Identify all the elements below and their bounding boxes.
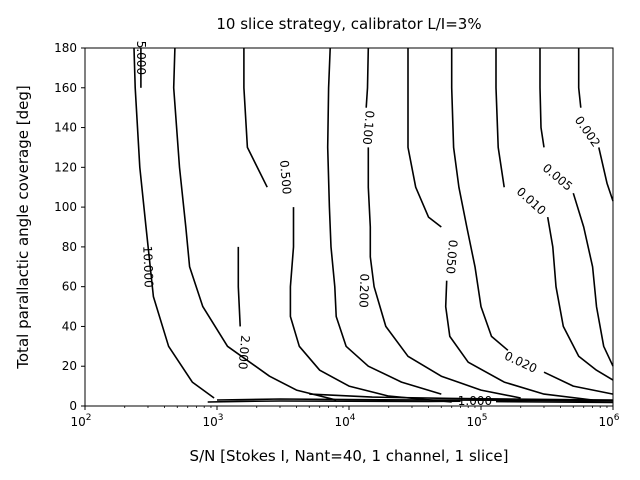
- contour-line: [546, 216, 614, 381]
- contour-line: [598, 147, 614, 202]
- y-tick-label: 80: [62, 240, 77, 254]
- contour-line: [216, 398, 614, 402]
- contour-label: 0.200: [356, 273, 371, 308]
- contour-label: 5.000: [134, 41, 148, 75]
- y-axis-label: Total parallactic angle coverage [deg]: [14, 85, 32, 369]
- contour-line: [207, 400, 461, 403]
- y-tick-label: 180: [54, 41, 77, 55]
- contour-label: 2.000: [235, 335, 252, 370]
- contour-line: [172, 47, 337, 401]
- contour-line: [572, 192, 614, 367]
- contour-line: [495, 48, 505, 188]
- contour-label: 1.000: [458, 394, 492, 408]
- y-tick-label: 140: [54, 121, 77, 135]
- contour-line: [450, 48, 509, 351]
- contour-line: [539, 48, 545, 148]
- y-tick-label: 160: [54, 81, 77, 95]
- y-tick-label: 100: [54, 200, 77, 214]
- y-tick-label: 60: [62, 280, 77, 294]
- contour-line: [309, 393, 614, 401]
- contour-label: 0.050: [443, 239, 460, 274]
- contour-line: [543, 371, 614, 395]
- contour-line: [495, 400, 614, 404]
- y-tick-label: 40: [62, 319, 77, 333]
- y-axis-ticks: 0 20 40 60 80 100 120 140 160 180: [54, 41, 85, 413]
- x-axis-label: S/N [Stokes I, Nant=40, 1 channel, 1 sli…: [190, 447, 509, 465]
- contour-line: [243, 48, 268, 188]
- y-tick-label: 20: [62, 359, 77, 373]
- contour-label: 0.500: [277, 160, 294, 195]
- y-tick-label: 120: [54, 160, 77, 174]
- y-tick-label: 0: [69, 399, 77, 413]
- contour-line: [237, 246, 241, 327]
- contour-line: [365, 47, 370, 108]
- contour-line: [289, 207, 452, 403]
- contour-label: 10.000: [140, 246, 155, 288]
- contour-lines: [133, 47, 614, 404]
- contour-line: [133, 47, 215, 399]
- contour-label: 0.100: [360, 110, 377, 145]
- contour-line: [407, 48, 442, 228]
- contour-line: [577, 48, 582, 108]
- contour-line: [367, 147, 521, 399]
- contour-line: [444, 280, 593, 401]
- chart-title: 10 slice strategy, calibrator L/I=3%: [216, 15, 481, 33]
- contour-line: [326, 47, 442, 395]
